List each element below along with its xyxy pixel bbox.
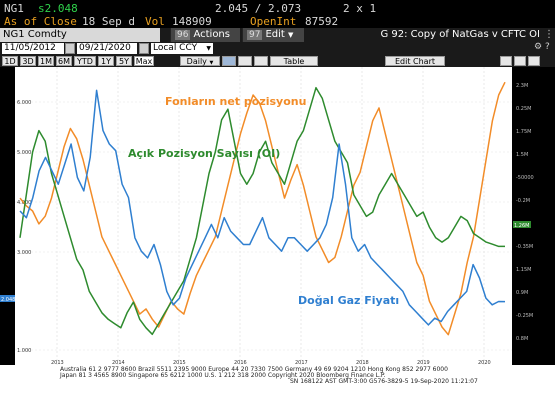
series-natgas-price-line xyxy=(19,89,506,326)
export-icon[interactable] xyxy=(528,56,540,66)
series-open-interest-line xyxy=(19,86,505,336)
left-axis-tick-label: 6.000 xyxy=(17,100,31,106)
end-date-field[interactable]: 09/21/2020 xyxy=(77,43,137,54)
window-options-icon[interactable]: ⋮ xyxy=(544,29,554,40)
right-axis-tick-label: 0.8M xyxy=(516,336,528,342)
x-tick-label: 2019 xyxy=(417,360,430,366)
period-button-ytd[interactable]: YTD xyxy=(74,56,96,66)
table-button[interactable]: Table xyxy=(270,56,318,66)
footer-line-2: Japan 81 3 4565 8900 Singapore 65 6212 1… xyxy=(60,372,386,379)
draw-tool-icon[interactable] xyxy=(238,56,252,66)
last-price-tag-label: 2.048 xyxy=(1,297,15,303)
line-chart[interactable]: 2013 2014 2015 2016 2017 2018 2019 2020 6.000 5.0… xyxy=(0,67,555,367)
edit-menu-label: Edit xyxy=(265,29,285,40)
volume-label: Vol xyxy=(145,15,165,28)
right-axis-tick-label: 1.75M xyxy=(516,129,531,135)
period-button-3d[interactable]: 3D xyxy=(20,56,36,66)
chevron-down-icon: ▼ xyxy=(209,60,214,66)
zoom-tool-icon[interactable] xyxy=(254,56,268,66)
ticker: NG1 xyxy=(4,2,24,15)
edit-menu[interactable]: 97 Edit ▼ xyxy=(242,28,304,42)
start-date-field[interactable]: 11/05/2012 xyxy=(2,43,64,54)
right-axis-tick-label: 1.15M xyxy=(516,267,531,273)
right-axis-tick-label: -0.2M xyxy=(516,198,530,204)
chart-title: G 92: Copy of NatGas v CFTC OI xyxy=(380,29,540,40)
x-tick-label: 2014 xyxy=(112,360,125,366)
edit-chart-label: Edit Chart xyxy=(394,57,436,66)
actions-menu-number: 96 xyxy=(175,30,191,40)
chart-panel: 2013 2014 2015 2016 2017 2018 2019 2020 6.000 5.0… xyxy=(0,67,555,385)
left-axis-tick-label: 1.000 xyxy=(17,348,31,354)
last-price: s2.048 xyxy=(38,2,78,15)
currency-dropdown[interactable]: Local CCY ▼ xyxy=(151,43,213,54)
help-icon[interactable]: ? xyxy=(545,42,550,52)
right-axis-tick-label: 2.3M xyxy=(516,83,528,89)
calendar-icon[interactable] xyxy=(139,43,149,54)
settings-icon[interactable]: ⚙ xyxy=(534,42,543,52)
period-bar: 1D 3D 1M 6M YTD 1Y 5Y Max Daily ▼ Table Edit Ch… xyxy=(0,55,555,67)
chevron-down-icon: ▼ xyxy=(288,31,294,39)
right-axis-tick-label: -0.25M xyxy=(516,313,533,319)
annotation-net-positions: Fonların net pozisyonu xyxy=(165,95,307,108)
currency-value: Local CCY xyxy=(153,43,198,53)
right-axis-tick-label: -50000 xyxy=(516,175,534,181)
as-of-label: As of Close xyxy=(4,15,77,28)
x-tick-label: 2015 xyxy=(173,360,186,366)
series-net-positions-line xyxy=(19,81,506,336)
period-button-1m[interactable]: 1M xyxy=(38,56,54,66)
options-icon[interactable] xyxy=(500,56,512,66)
actions-menu-label: Actions xyxy=(193,29,230,40)
right-axis-tick-label: -0.35M xyxy=(516,244,533,250)
x-tick-label: 2016 xyxy=(234,360,247,366)
annotation-natgas-price: Doğal Gaz Fiyatı xyxy=(298,294,400,307)
period-button-5y[interactable]: 5Y xyxy=(116,56,132,66)
last-oi-tag-label: 1.26M xyxy=(514,223,529,229)
footer: Australia 61 2 9777 8600 Brazil 5511 239… xyxy=(0,365,555,400)
last-oi-tag xyxy=(513,221,531,228)
right-axis-tick-label: 1.5M xyxy=(516,152,528,158)
period-button-max[interactable]: Max xyxy=(134,56,154,66)
period-button-6m[interactable]: 6M xyxy=(56,56,72,66)
share-icon[interactable] xyxy=(514,56,526,66)
frequency-dropdown[interactable]: Daily ▼ xyxy=(180,56,220,66)
right-axis-tick-label: 0.9M xyxy=(516,290,528,296)
edit-chart-button[interactable]: Edit Chart xyxy=(385,56,445,66)
security-field[interactable]: NG1 Comdty xyxy=(0,28,160,42)
period-button-1d[interactable]: 1D xyxy=(2,56,18,66)
frequency-value: Daily xyxy=(186,57,207,66)
quote-date: 18 Sep d xyxy=(82,15,135,28)
quote-strip: NG1 s2.048 2.045 / 2.073 2 x 1 As of Clo… xyxy=(0,0,555,28)
period-button-1y[interactable]: 1Y xyxy=(98,56,114,66)
footer-line-1: Australia 61 2 9777 8600 Brazil 5511 239… xyxy=(60,366,448,373)
calendar-icon[interactable] xyxy=(65,43,75,54)
last-price-tag xyxy=(0,295,15,302)
x-tick-label: 2017 xyxy=(295,360,308,366)
open-interest-value: 87592 xyxy=(305,15,339,28)
date-range-bar: 11/05/2012 09/21/2020 Local CCY ▼ ⚙ ? xyxy=(0,42,555,55)
bid-ask: 2.045 / 2.073 xyxy=(215,2,302,15)
left-axis-tick-label: 3.000 xyxy=(17,250,31,256)
x-tick-label: 2013 xyxy=(51,360,64,366)
chevron-down-icon: ▼ xyxy=(206,45,211,52)
x-tick-label: 2018 xyxy=(356,360,369,366)
footer-line-3: SN 168122 AST GMT-3:00 G576-3829-5 19-Se… xyxy=(290,378,478,385)
edit-menu-number: 97 xyxy=(247,30,263,40)
volume-value: 148909 xyxy=(172,15,212,28)
open-interest-label: OpenInt xyxy=(250,15,297,28)
annotation-open-interest: Açık Pozisyon Sayısı (OI) xyxy=(128,147,281,160)
right-axis-tick-label: 0.25M xyxy=(516,106,531,112)
line-tool-icon[interactable] xyxy=(222,56,236,66)
left-axis-tick-label: 5.000 xyxy=(17,150,31,156)
bid-ask-size: 2 x 1 xyxy=(343,2,377,15)
x-tick-label: 2020 xyxy=(478,360,491,366)
